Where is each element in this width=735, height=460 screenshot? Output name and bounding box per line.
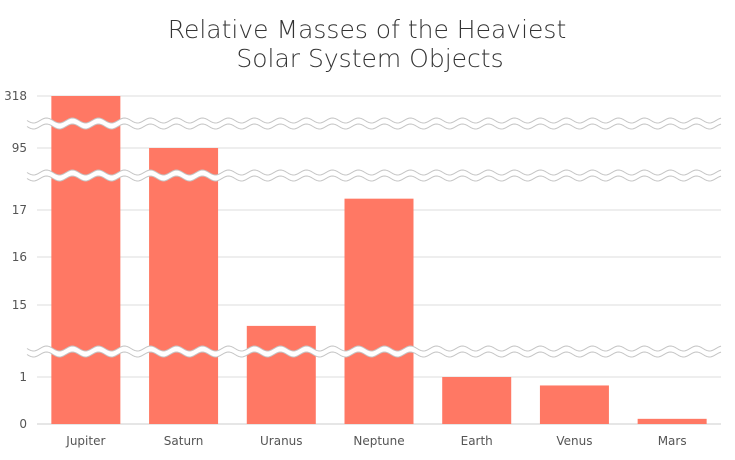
bar-uranus[interactable] xyxy=(246,325,316,424)
x-tick-label: Jupiter xyxy=(65,434,105,448)
axis-breaks xyxy=(26,117,722,358)
y-tick-label: 95 xyxy=(12,141,27,155)
x-tick-label: Venus xyxy=(556,434,592,448)
x-axis-labels: Jupiter Saturn Uranus Neptune Earth Venus Mars xyxy=(65,434,686,448)
bars xyxy=(51,96,707,424)
axis-break-line xyxy=(26,117,722,124)
bar-saturn[interactable] xyxy=(149,148,219,424)
bar-neptune[interactable] xyxy=(344,198,414,424)
x-tick-label: Uranus xyxy=(260,434,303,448)
x-tick-label: Earth xyxy=(461,434,493,448)
axis-break-line xyxy=(26,175,722,182)
y-tick-label: 1 xyxy=(19,370,27,384)
y-tick-label: 17 xyxy=(12,203,27,217)
bar-mars[interactable] xyxy=(637,418,707,424)
y-tick-label: 0 xyxy=(19,417,27,431)
x-tick-label: Neptune xyxy=(353,434,404,448)
axis-break-line xyxy=(26,351,722,358)
axis-break-line xyxy=(26,345,722,352)
axis-break-band xyxy=(27,170,721,181)
y-tick-label: 16 xyxy=(12,250,27,264)
axis-break-band xyxy=(27,118,721,129)
bar-earth[interactable] xyxy=(442,377,512,424)
y-tick-label: 15 xyxy=(12,298,27,312)
x-tick-label: Saturn xyxy=(164,434,204,448)
x-tick-label: Mars xyxy=(658,434,687,448)
chart-title-line-2: Solar System Objects xyxy=(236,44,503,73)
axis-break-line xyxy=(26,169,722,176)
chart-title-line-1: Relative Masses of the Heaviest xyxy=(168,15,567,44)
axis-break-line xyxy=(26,123,722,130)
bar-venus[interactable] xyxy=(539,385,609,424)
y-axis-ticks: 0 1 15 16 17 95 318 xyxy=(4,89,27,431)
bar-jupiter[interactable] xyxy=(51,96,121,424)
y-tick-label: 318 xyxy=(4,89,27,103)
